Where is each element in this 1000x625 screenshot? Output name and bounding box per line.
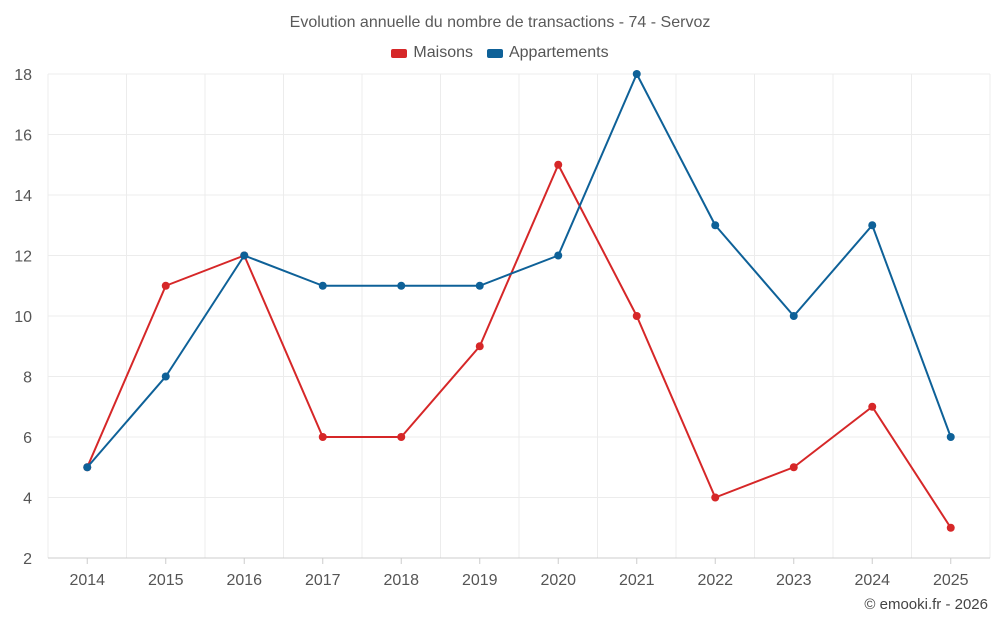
y-tick-label-16: 16 (14, 128, 32, 145)
x-tick-label-2017: 2017 (305, 572, 341, 589)
legend-label-maisons: Maisons (413, 44, 473, 61)
data-point-maisons-2022 (711, 493, 720, 502)
x-tick-label-2024: 2024 (854, 572, 890, 589)
copyright-credit: © emooki.fr - 2026 (864, 596, 988, 613)
chart-legend: Maisons Appartements (0, 44, 1000, 62)
data-point-maisons-2025 (946, 523, 955, 532)
data-point-maisons-2018 (397, 433, 406, 441)
data-point-appartements-2017 (318, 281, 327, 290)
x-tick-label-2020: 2020 (540, 572, 576, 589)
legend-swatch-appartements (486, 48, 503, 58)
x-tick-label-2016: 2016 (226, 572, 262, 589)
data-point-appartements-2022 (711, 221, 720, 230)
y-tick-label-18: 18 (14, 67, 32, 84)
data-point-appartements-2023 (789, 312, 798, 320)
data-point-maisons-2019 (475, 342, 484, 351)
data-point-maisons-2017 (318, 433, 327, 441)
data-point-appartements-2025 (946, 433, 955, 441)
legend-swatch-maisons (391, 48, 408, 58)
x-tick-label-2022: 2022 (697, 572, 733, 589)
y-tick-label-2: 2 (23, 551, 32, 568)
legend-label-appartements: Appartements (508, 44, 609, 61)
series-line-appartements (86, 73, 952, 468)
x-tick-label-2021: 2021 (619, 572, 655, 589)
data-point-maisons-2015 (161, 281, 170, 290)
y-tick-label-8: 8 (23, 370, 32, 387)
y-tick-label-4: 4 (23, 491, 32, 508)
data-point-maisons-2023 (789, 463, 798, 472)
data-point-appartements-2024 (868, 221, 877, 230)
data-point-maisons-2020 (554, 160, 563, 169)
x-tick-label-2015: 2015 (148, 572, 184, 589)
legend-item-maisons[interactable]: Maisons (391, 44, 473, 62)
y-tick-label-14: 14 (14, 188, 32, 205)
data-point-appartements-2018 (397, 281, 406, 290)
data-point-appartements-2015 (161, 372, 170, 381)
y-tick-label-12: 12 (14, 249, 32, 266)
x-tick-label-2019: 2019 (462, 572, 498, 589)
x-tick-label-2018: 2018 (383, 572, 419, 589)
y-tick-label-6: 6 (23, 430, 32, 447)
x-tick-label-2023: 2023 (776, 572, 812, 589)
data-point-appartements-2016 (240, 251, 249, 260)
x-tick-label-2025: 2025 (933, 572, 969, 589)
legend-item-appartements[interactable]: Appartements (486, 44, 609, 62)
data-point-appartements-2021 (632, 70, 641, 78)
chart-title: Evolution annuelle du nombre de transact… (289, 14, 711, 31)
series-line-maisons (86, 163, 952, 529)
data-point-appartements-2014 (83, 463, 92, 472)
data-point-maisons-2024 (868, 402, 877, 411)
x-tick-label-2014: 2014 (69, 572, 105, 589)
data-point-appartements-2020 (554, 251, 563, 260)
data-point-maisons-2021 (632, 312, 641, 320)
data-point-appartements-2019 (475, 281, 484, 290)
y-tick-label-10: 10 (14, 309, 32, 326)
